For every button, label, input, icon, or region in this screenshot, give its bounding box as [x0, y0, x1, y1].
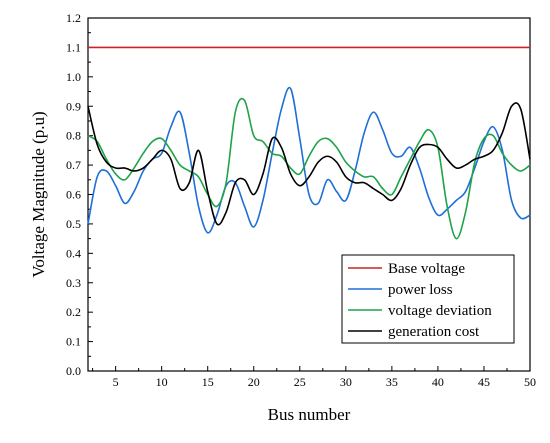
y-tick-label: 0.3 [66, 276, 81, 290]
y-tick-label: 1.0 [66, 70, 81, 84]
legend-label: power loss [388, 282, 453, 298]
x-tick-label: 15 [202, 375, 214, 389]
x-tick-label: 50 [524, 375, 536, 389]
x-tick-label: 25 [294, 375, 306, 389]
legend-label: voltage deviation [388, 303, 492, 319]
x-tick-label: 30 [340, 375, 352, 389]
y-tick-label: 1.2 [66, 11, 81, 25]
y-tick-label: 0.5 [66, 217, 81, 231]
x-tick-label: 40 [432, 375, 444, 389]
legend-label: generation cost [388, 324, 480, 340]
x-tick-label: 5 [113, 375, 119, 389]
series-lines [87, 46, 531, 240]
y-tick-label: 0.9 [66, 99, 81, 113]
legend: Base voltage power loss voltage deviation g… [341, 254, 515, 344]
y-tick-label: 0.6 [66, 188, 81, 202]
x-tick-label: 20 [248, 375, 260, 389]
y-axis: 0.0 0.1 0.2 0.3 0.4 0.5 0.6 0.7 0.8 0.9 1.0 1.1 1.2 [66, 11, 93, 378]
y-tick-label: 0.8 [66, 129, 81, 143]
series-line-power-loss [87, 86, 531, 234]
legend-label: Base voltage [388, 261, 465, 277]
series-line-generation-cost [87, 102, 531, 226]
series-line-voltage-deviation [87, 97, 531, 240]
x-axis: 5 10 15 20 25 30 35 40 45 50 [92, 366, 536, 389]
y-tick-label: 0.1 [66, 335, 81, 349]
y-tick-label: 1.1 [66, 40, 81, 54]
legend-box [341, 254, 515, 344]
y-tick-label: 0.2 [66, 305, 81, 319]
y-tick-label: 0.4 [66, 246, 81, 260]
y-axis-label: Voltage Magnitude (p.u) [29, 111, 48, 277]
x-tick-label: 45 [478, 375, 490, 389]
x-axis-label: Bus number [268, 405, 351, 424]
y-tick-label: 0.0 [66, 364, 81, 378]
x-tick-label: 10 [156, 375, 168, 389]
y-tick-label: 0.7 [66, 158, 81, 172]
x-tick-label: 35 [386, 375, 398, 389]
